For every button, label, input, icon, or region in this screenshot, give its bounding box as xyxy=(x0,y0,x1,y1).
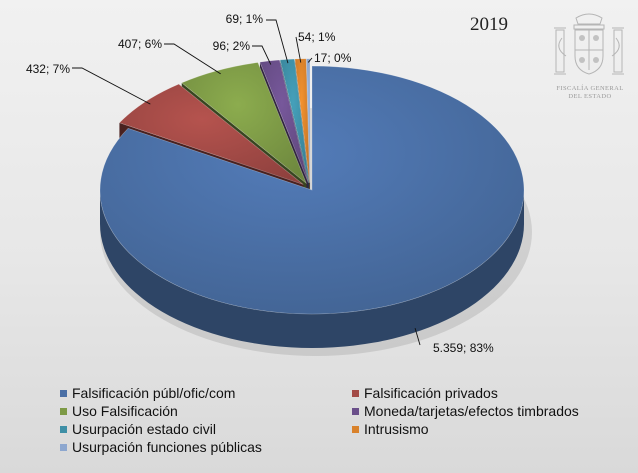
leader-line xyxy=(164,43,221,75)
leader-line xyxy=(414,327,421,346)
emblem-caption-line2: DEL ESTADO xyxy=(568,93,612,100)
legend-label: Usurpación estado civil xyxy=(72,421,216,437)
coat-of-arms-logo xyxy=(554,13,624,75)
legend-swatch xyxy=(352,425,359,433)
legend-item: Uso Falsificación xyxy=(60,403,178,419)
pie-slice xyxy=(99,65,525,315)
legend-swatch xyxy=(60,407,67,415)
emblem-caption-line1: FISCALÍA GENERAL xyxy=(556,85,624,92)
legend-swatch xyxy=(60,425,67,433)
legend-label: Moneda/tarjetas/efectos timbrados xyxy=(364,403,579,419)
legend-label: Uso Falsificación xyxy=(72,403,178,419)
chart-title-year: 2019 xyxy=(470,14,508,35)
leader-line xyxy=(72,67,151,105)
legend-label: Intrusismo xyxy=(364,421,429,437)
legend-swatch xyxy=(60,443,67,451)
pie-slice-side xyxy=(100,190,525,349)
legend-item: Falsificación privados xyxy=(352,385,498,401)
legend-item: Usurpación funciones públicas xyxy=(60,439,262,455)
legend-swatch xyxy=(352,389,359,397)
legend-label: Falsificación públ/ofic/com xyxy=(72,385,236,401)
leader-line xyxy=(266,19,289,64)
leader-line xyxy=(307,57,313,63)
data-label: 407; 6% xyxy=(118,37,162,51)
data-label: 5.359; 83% xyxy=(433,341,494,355)
legend-item: Moneda/tarjetas/efectos timbrados xyxy=(352,403,579,419)
data-label: 54; 1% xyxy=(298,30,336,44)
legend-item: Intrusismo xyxy=(352,421,429,437)
leader-line xyxy=(252,45,272,65)
legend-label: Usurpación funciones públicas xyxy=(72,439,262,455)
pie-slice xyxy=(306,58,311,183)
pie-slice xyxy=(259,59,309,183)
legend-item: Falsificación públ/ofic/com xyxy=(60,385,235,401)
legend-item: Usurpación estado civil xyxy=(60,421,216,437)
leader-line xyxy=(295,36,302,63)
emblem-caption: FISCALÍA GENERAL DEL ESTADO xyxy=(546,85,634,101)
data-label: 96; 2% xyxy=(213,39,251,53)
legend-swatch xyxy=(352,407,359,415)
pie-slice xyxy=(181,62,307,185)
data-label: 69; 1% xyxy=(226,12,264,26)
legend-swatch xyxy=(60,389,67,397)
data-label: 432; 7% xyxy=(26,62,70,76)
legend-label: Falsificación privados xyxy=(364,385,498,401)
data-label: 17; 0% xyxy=(314,51,352,65)
